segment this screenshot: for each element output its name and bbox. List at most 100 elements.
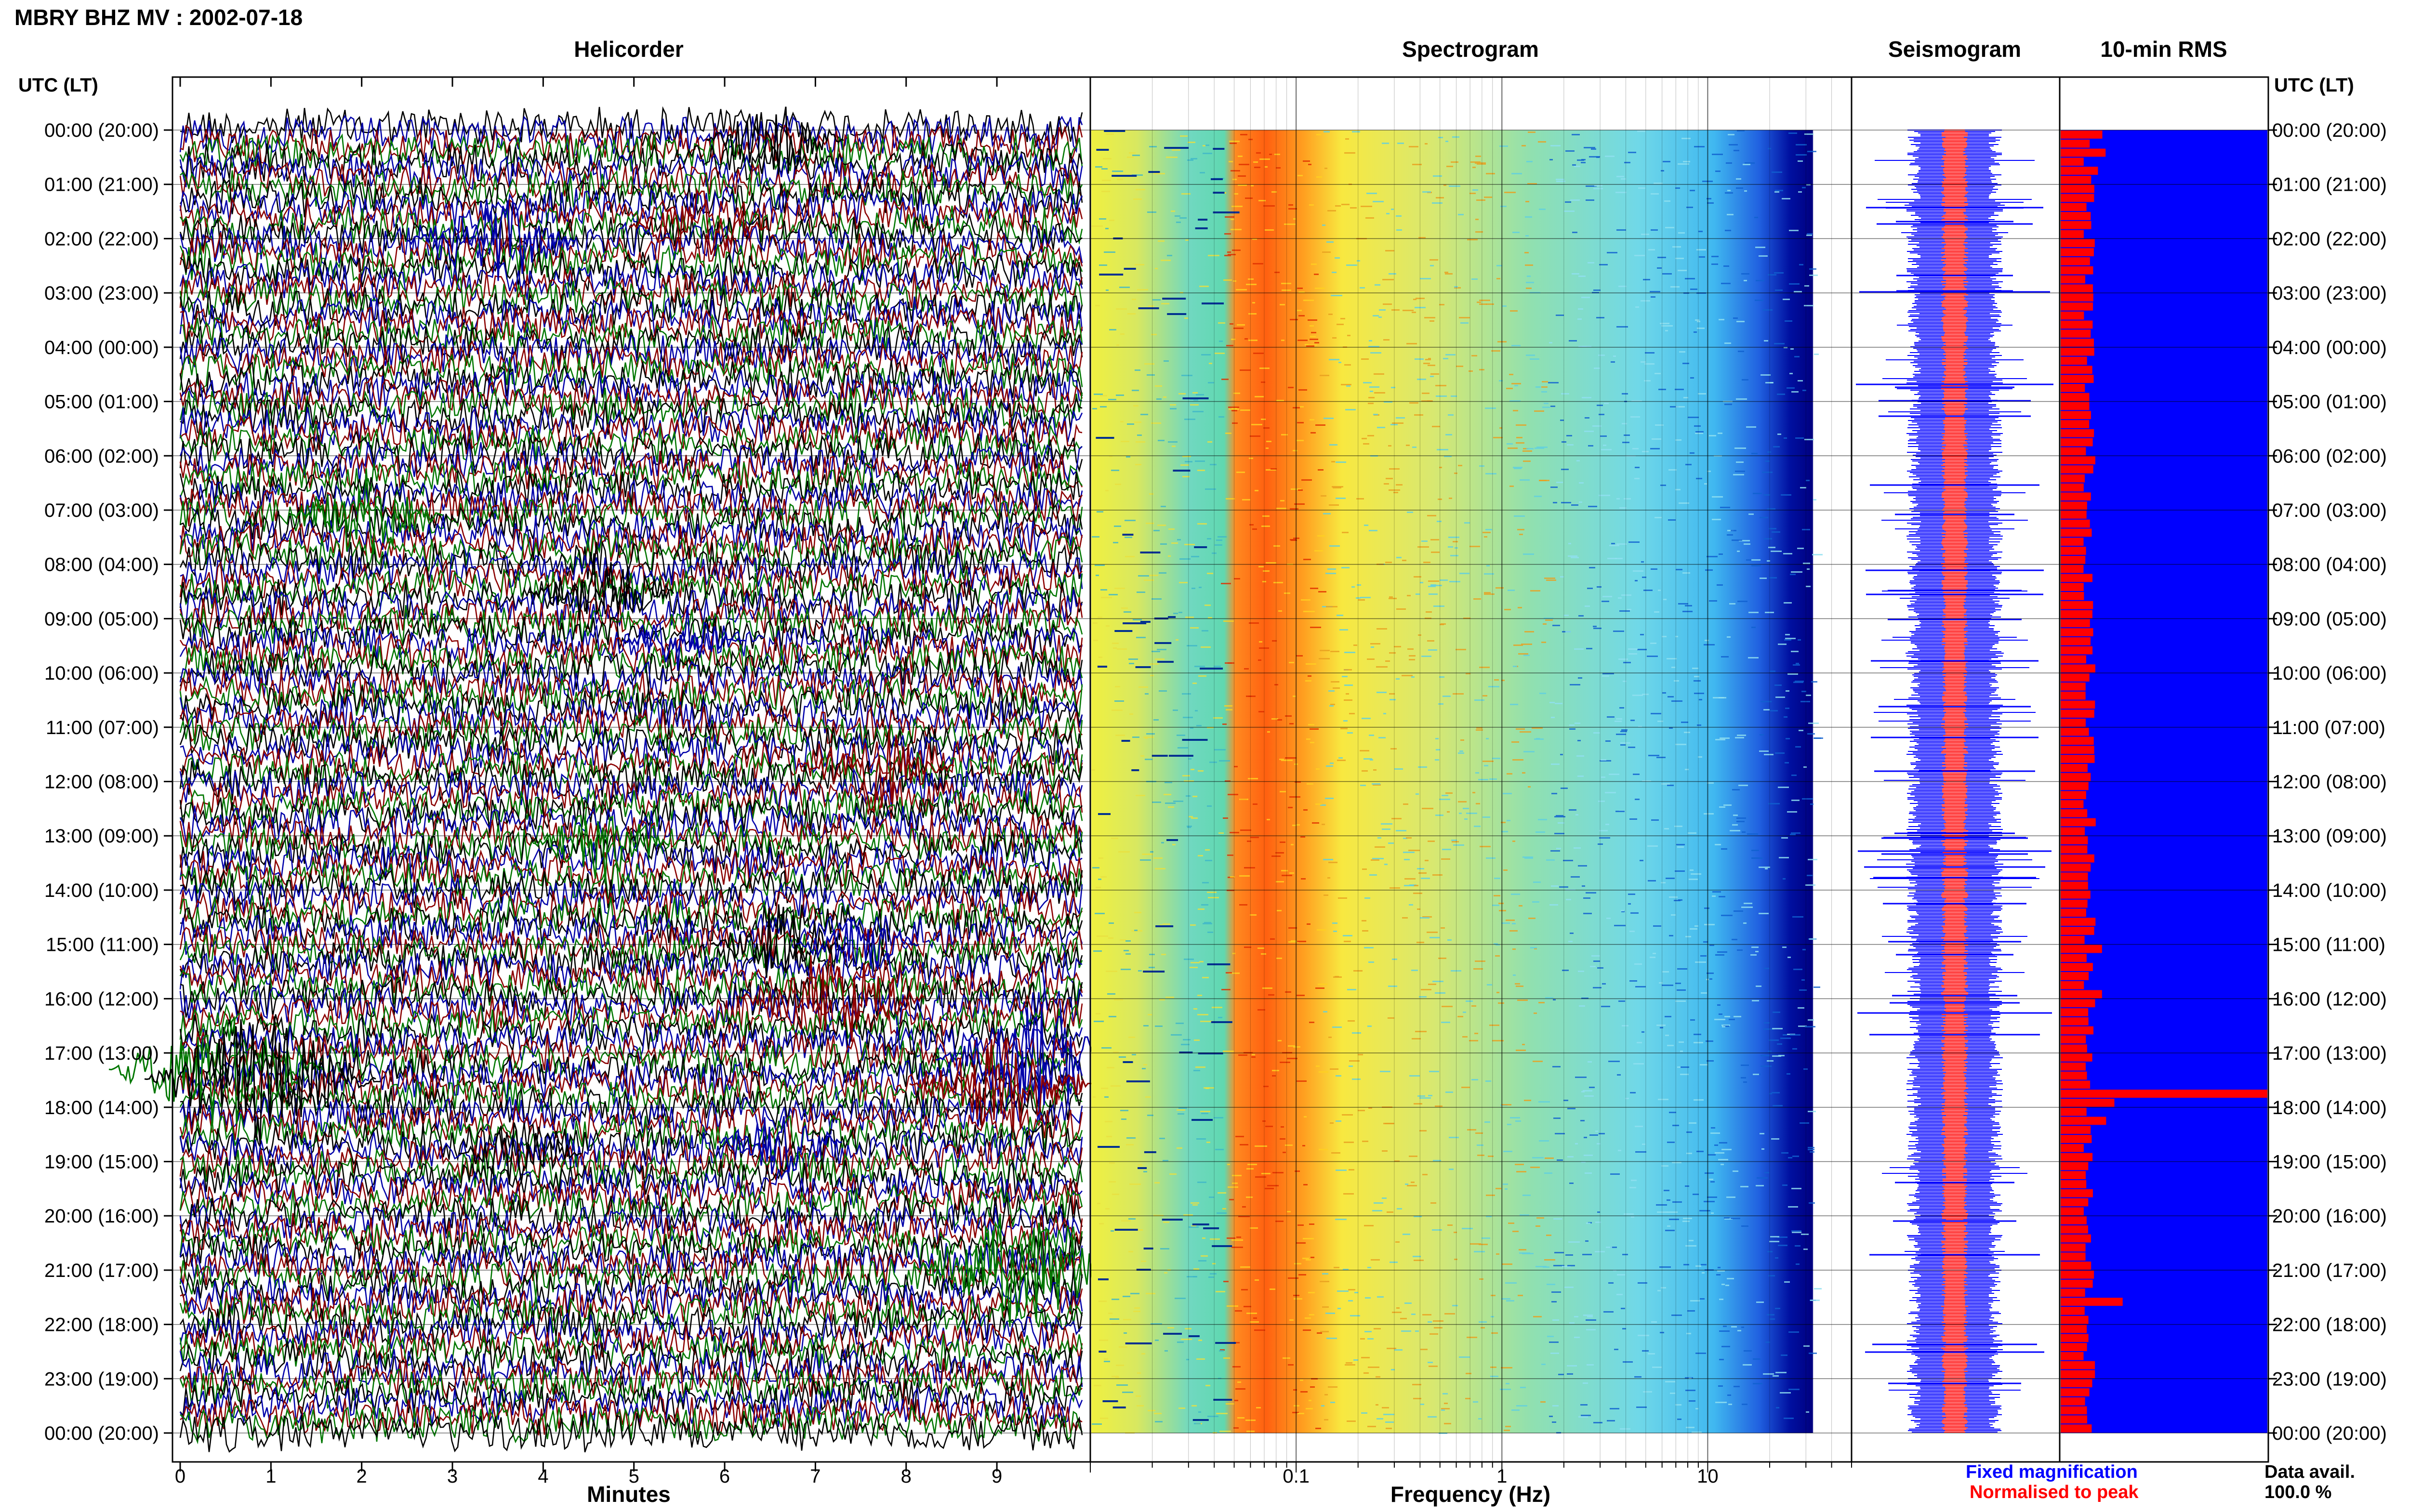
helicorder-trace-71 (180, 750, 1083, 791)
time-tick-left-16: 16:00 (12:00) (44, 988, 159, 1010)
rms-bar-137 (2061, 1370, 2095, 1379)
rms-bar-66 (2061, 727, 2089, 736)
rms-bar-57 (2061, 646, 2093, 655)
rms-bar-27 (2061, 375, 2094, 383)
helicorder-trace-80 (179, 829, 1083, 875)
spectrogram-image (1091, 78, 1851, 1434)
rms-bar-3 (2061, 158, 2084, 166)
time-tick-left-6: 06:00 (02:00) (44, 446, 159, 467)
helicorder-trace-93 (179, 948, 1083, 990)
helicorder-trace-109 (179, 1093, 1083, 1136)
rms-bar-98 (2061, 1017, 2089, 1026)
rms-bar-16 (2061, 275, 2085, 284)
helicorder-trace-15 (179, 240, 1083, 283)
helicorder-x-tick-6: 6 (719, 1466, 730, 1487)
spectrogram-xlabel: Frequency (Hz) (1390, 1482, 1550, 1507)
rms-bar-113 (2061, 1153, 2093, 1161)
time-tick-left-0: 00:00 (20:00) (44, 120, 159, 141)
time-tick-right-19: 19:00 (15:00) (2272, 1151, 2387, 1172)
time-axis-label-left: UTC (LT) (18, 75, 98, 96)
time-tick-left-23: 23:00 (19:00) (44, 1368, 159, 1390)
time-tick-right-15: 15:00 (11:00) (2272, 934, 2385, 956)
rms-bar-47 (2061, 555, 2086, 564)
data-avail-value: 100.0 % (2264, 1482, 2331, 1502)
rms-bar-20 (2061, 311, 2084, 320)
time-tick-right-5: 05:00 (01:00) (2272, 392, 2387, 413)
rms-bar-84 (2061, 890, 2091, 899)
helicorder-trace-82 (179, 849, 1083, 891)
time-tick-left-19: 19:00 (15:00) (44, 1151, 159, 1172)
rms-bar-118 (2061, 1198, 2089, 1207)
helicorder-trace-48 (179, 539, 1083, 583)
time-tick-left-13: 13:00 (09:00) (44, 826, 159, 847)
time-tick-left-14: 14:00 (10:00) (44, 880, 159, 901)
time-tick-left-20: 20:00 (16:00) (44, 1206, 159, 1227)
rms-bar-49 (2061, 574, 2092, 582)
rms-bar-95 (2061, 990, 2102, 999)
rms-bar-24 (2061, 347, 2094, 356)
rms-bar-64 (2061, 710, 2094, 718)
helicorder-trace-128 (179, 1266, 1083, 1311)
helicorder-x-tick-8: 8 (901, 1466, 912, 1487)
rms-bar-32 (2061, 420, 2090, 428)
helicorder-x-tick-4: 4 (538, 1466, 548, 1487)
time-tick-right-11: 11:00 (07:00) (2272, 717, 2385, 738)
helicorder-trace-102 (179, 1029, 1083, 1072)
time-tick-left-15: 15:00 (11:00) (46, 934, 159, 956)
time-tick-left-24: 00:00 (20:00) (44, 1423, 159, 1444)
rms-bar-22 (2061, 329, 2091, 338)
rms-bar-93 (2061, 972, 2089, 980)
helicorder-x-tick-7: 7 (810, 1466, 821, 1487)
rms-bar-117 (2061, 1189, 2093, 1197)
rms-bar-60 (2061, 673, 2090, 682)
time-tick-left-1: 01:00 (21:00) (44, 174, 159, 196)
rms-bar-29 (2061, 393, 2090, 401)
time-tick-left-3: 03:00 (23:00) (44, 283, 159, 304)
rms-bar-124 (2061, 1252, 2086, 1261)
legend-fixed-magnification: Fixed magnification (1966, 1462, 2138, 1482)
helicorder-trace-126 (179, 1248, 1083, 1290)
panel-frames (172, 76, 2269, 1463)
helicorder-trace-62 (179, 667, 1083, 712)
rms-bar-103 (2061, 1062, 2086, 1071)
rms-bar-79 (2061, 845, 2088, 854)
helicorder-trace-91 (179, 933, 1083, 974)
rms-bar-121 (2061, 1225, 2088, 1234)
helicorder-trace-130 (180, 1283, 1083, 1328)
rms-bar-46 (2061, 547, 2086, 555)
time-tick-left-22: 22:00 (18:00) (44, 1315, 159, 1336)
time-tick-right-16: 16:00 (12:00) (2272, 988, 2387, 1010)
grid-lines (164, 77, 2277, 1473)
time-tick-right-18: 18:00 (14:00) (2272, 1097, 2387, 1118)
helicorder-trace-112 (179, 1122, 1083, 1166)
rms-bar-114 (2061, 1162, 2089, 1170)
helicorder-xlabel: Minutes (587, 1482, 671, 1507)
rms-bar-70 (2061, 763, 2088, 772)
rms-bar-129 (2061, 1298, 2123, 1306)
rms-bar-136 (2061, 1361, 2095, 1369)
time-tick-left-21: 21:00 (17:00) (44, 1260, 159, 1281)
time-tick-left-5: 05:00 (01:00) (44, 392, 159, 413)
rms-bar-34 (2061, 438, 2093, 447)
rms-bar-139 (2061, 1388, 2090, 1396)
rms-bar-108 (2061, 1107, 2087, 1116)
rms-bar-135 (2061, 1352, 2084, 1360)
legend-normalised-to-peak: Normalised to peak (1970, 1482, 2139, 1502)
helicorder-trace-42 (179, 488, 1083, 528)
helicorder-trace-108 (180, 1087, 1083, 1128)
time-tick-right-4: 04:00 (00:00) (2272, 337, 2387, 358)
helicorder-trace-74 (179, 777, 1083, 819)
time-ticks-right: 00:00 (20:00) 01:00 (21:00) 02:00 (22:00) 0… (2272, 120, 2387, 1444)
helicorder-trace-79 (179, 820, 1083, 865)
helicorder-trace-57 (179, 622, 1083, 665)
time-axis-label-right: UTC (LT) (2274, 75, 2354, 96)
helicorder-trace-88 (180, 904, 1083, 946)
helicorder-event-4 (529, 553, 675, 621)
rms-bar-37 (2061, 465, 2093, 473)
time-tick-left-9: 09:00 (05:00) (44, 608, 159, 630)
helicorder-event-6 (799, 729, 954, 811)
rms-bar-73 (2061, 791, 2086, 800)
helicorder-trace-85 (179, 878, 1083, 917)
time-tick-left-17: 17:00 (13:00) (44, 1043, 159, 1064)
rms-bar-138 (2061, 1379, 2092, 1388)
